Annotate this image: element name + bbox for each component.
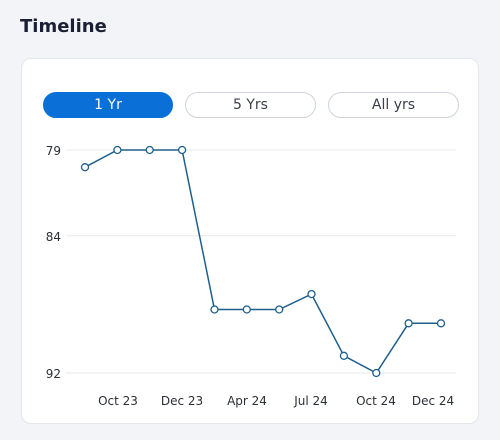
tab-all-yrs[interactable]: All yrs bbox=[328, 92, 459, 118]
tab-5-yrs[interactable]: 5 Yrs bbox=[185, 92, 316, 118]
data-point[interactable] bbox=[339, 351, 349, 360]
section-title: Timeline bbox=[20, 16, 107, 37]
data-point[interactable] bbox=[436, 319, 446, 328]
data-point[interactable] bbox=[210, 305, 219, 314]
data-point[interactable] bbox=[177, 145, 187, 155]
data-point[interactable] bbox=[145, 145, 154, 155]
y-tick-label: 92 bbox=[46, 367, 61, 381]
x-tick-label: Dec 24 bbox=[412, 394, 454, 408]
y-tick-label: 84 bbox=[46, 230, 61, 244]
y-axis-ticks: 79 84 92 bbox=[46, 144, 61, 381]
data-point[interactable] bbox=[242, 305, 251, 314]
data-point[interactable] bbox=[404, 319, 413, 328]
series-points-layer bbox=[80, 145, 446, 378]
y-tick-label: 79 bbox=[46, 144, 61, 158]
tab-1-yr[interactable]: 1 Yr bbox=[43, 92, 173, 118]
data-point[interactable] bbox=[275, 305, 284, 314]
x-tick-label: Oct 23 bbox=[98, 394, 138, 408]
data-point[interactable] bbox=[372, 368, 381, 378]
timeline-chart: 79 84 92 Oct 23 Dec 23 Apr 24 Jul 24 Oct… bbox=[46, 144, 456, 408]
x-tick-label: Apr 24 bbox=[227, 394, 267, 408]
x-axis-ticks: Oct 23 Dec 23 Apr 24 Jul 24 Oct 24 Dec 2… bbox=[98, 394, 454, 408]
data-point[interactable] bbox=[80, 163, 90, 172]
x-tick-label: Dec 23 bbox=[161, 394, 203, 408]
x-tick-label: Oct 24 bbox=[356, 394, 396, 408]
series-line-layer bbox=[84, 149, 441, 374]
data-point[interactable] bbox=[113, 145, 122, 155]
data-point[interactable] bbox=[307, 289, 316, 299]
x-tick-label: Jul 24 bbox=[293, 394, 328, 408]
series-line bbox=[84, 149, 441, 374]
timeline-card: 1 Yr 5 Yrs All yrs 79 84 92 Oct 23 Dec 2… bbox=[21, 58, 479, 424]
